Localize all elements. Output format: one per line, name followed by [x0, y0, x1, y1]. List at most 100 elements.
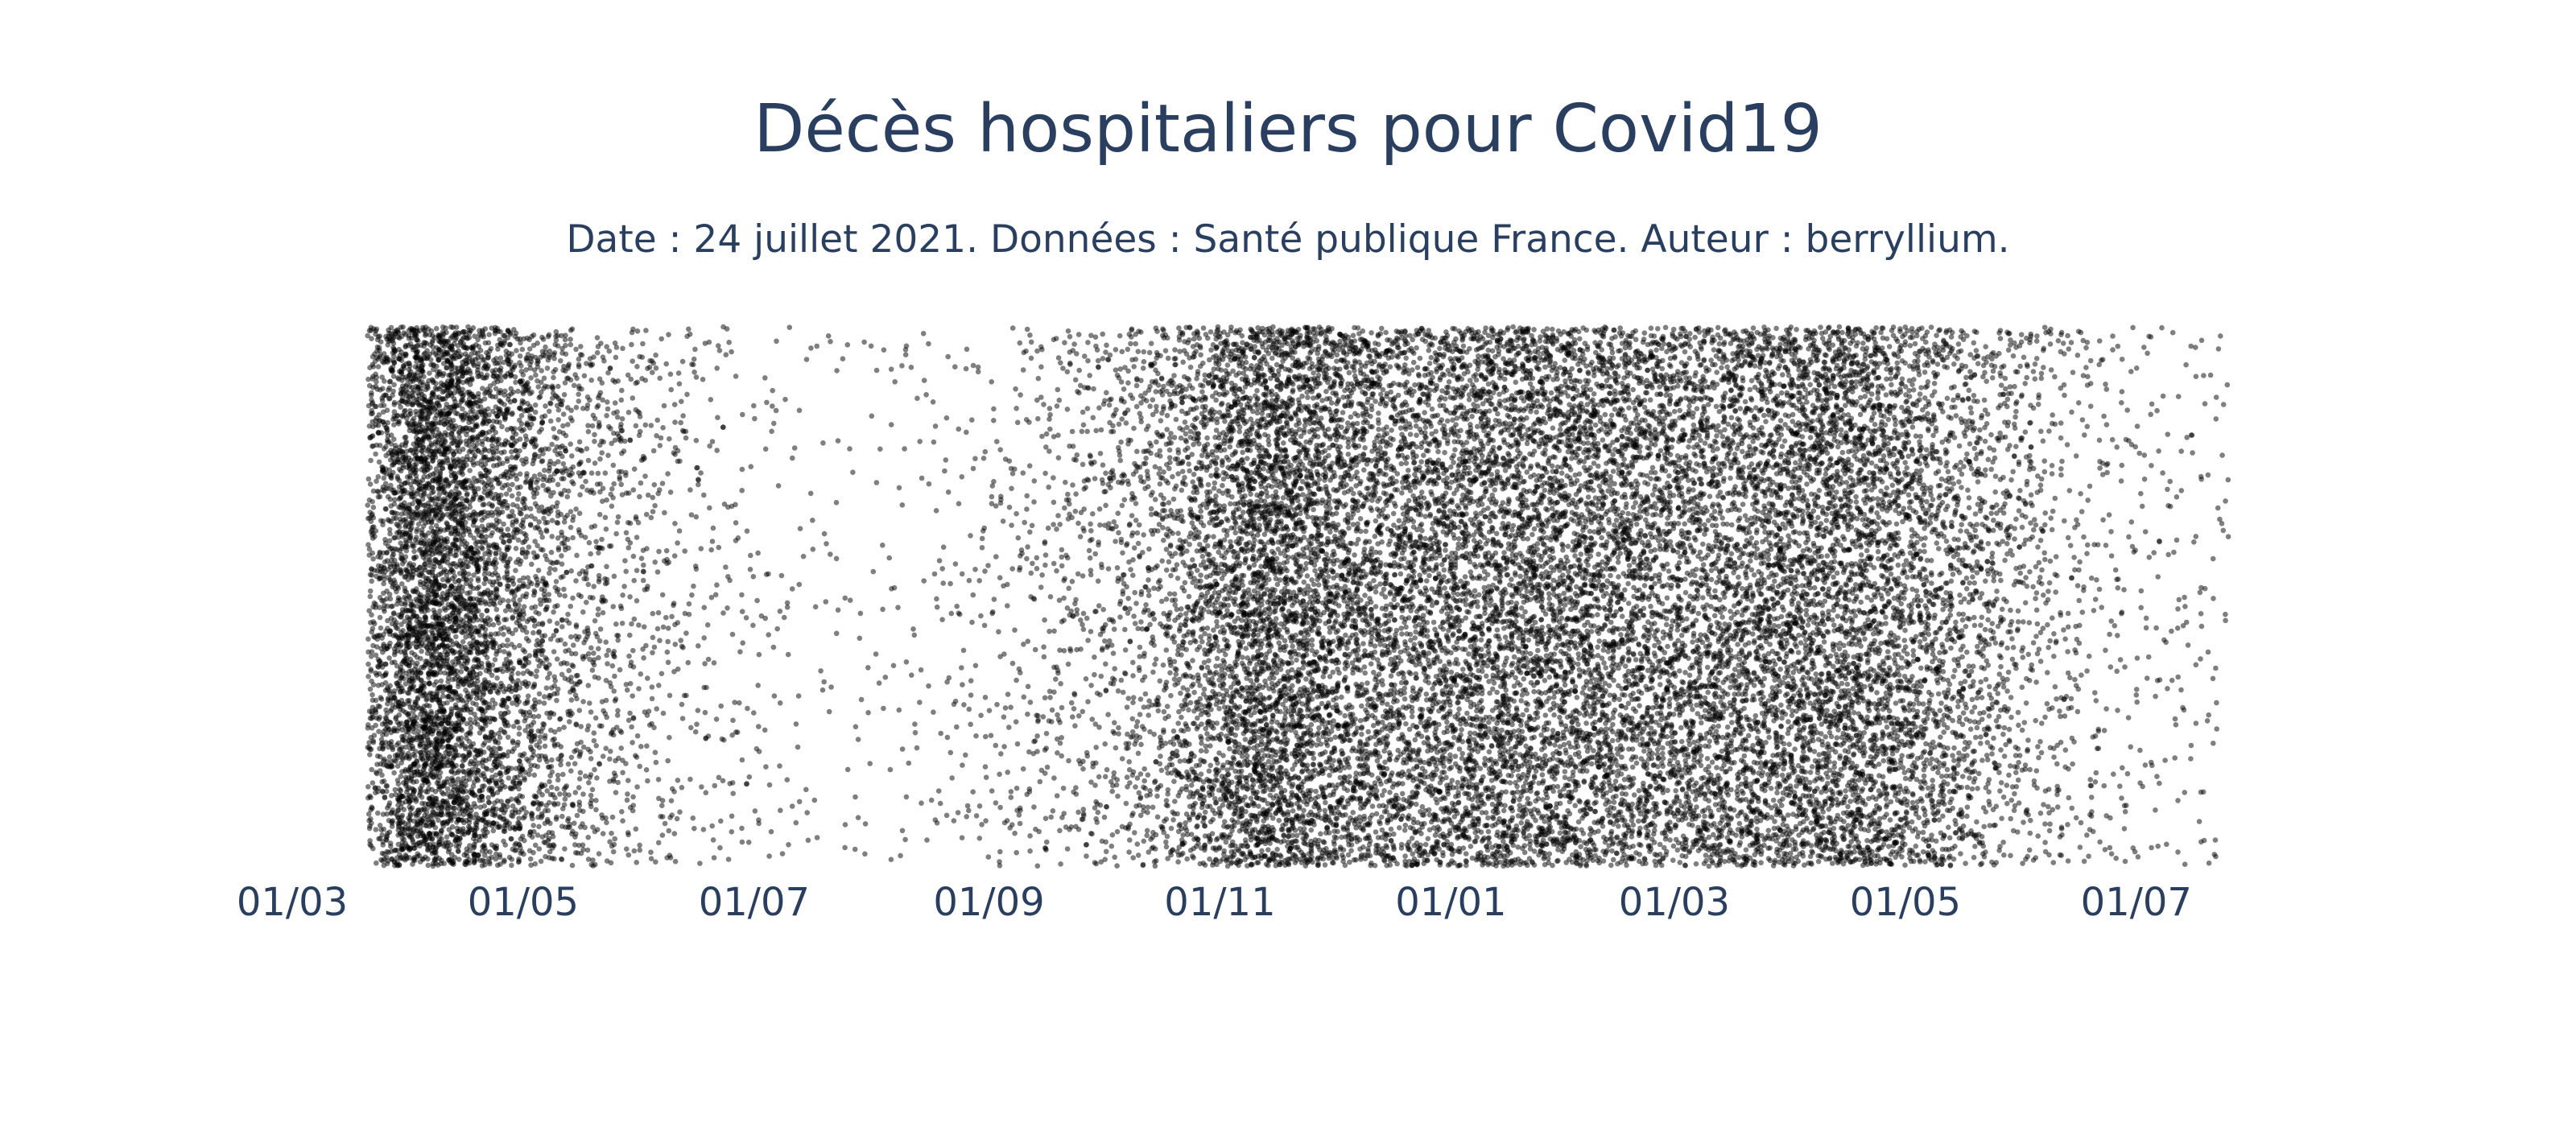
- data-point: [497, 365, 504, 371]
- data-point: [497, 581, 503, 588]
- data-point: [415, 521, 422, 527]
- data-point: [373, 528, 379, 534]
- data-point: [415, 385, 422, 390]
- data-point: [508, 836, 514, 842]
- data-point: [470, 361, 477, 367]
- data-point: [369, 804, 375, 810]
- data-point: [432, 824, 439, 831]
- data-point: [472, 830, 477, 836]
- data-point: [444, 596, 450, 602]
- data-point: [402, 524, 408, 530]
- data-point: [448, 708, 455, 715]
- data-point: [473, 492, 479, 497]
- data-point: [487, 849, 493, 855]
- data-point: [374, 386, 381, 392]
- data-point: [464, 431, 469, 438]
- data-point: [453, 843, 460, 849]
- data-point: [378, 339, 384, 345]
- data-point: [413, 461, 419, 467]
- data-point: [505, 734, 511, 741]
- data-point: [474, 852, 481, 858]
- data-point: [365, 722, 371, 728]
- data-point: [502, 340, 507, 346]
- data-point: [388, 324, 394, 331]
- data-point: [384, 759, 390, 765]
- data-point: [367, 593, 374, 600]
- data-point: [485, 469, 491, 476]
- data-point: [381, 778, 387, 784]
- data-point: [480, 546, 485, 551]
- data-point: [427, 703, 432, 709]
- data-point: [423, 819, 428, 825]
- data-point: [369, 780, 376, 786]
- data-point: [502, 711, 508, 716]
- data-point: [444, 349, 449, 355]
- data-point: [462, 411, 469, 416]
- data-point: [440, 707, 447, 712]
- data-point: [373, 722, 378, 729]
- data-point: [452, 370, 459, 377]
- data-point: [423, 809, 430, 815]
- data-point: [461, 769, 467, 775]
- data-point: [376, 345, 382, 351]
- data-point: [431, 406, 437, 412]
- data-point: [470, 700, 476, 706]
- data-point: [475, 403, 481, 409]
- data-point: [376, 716, 382, 722]
- data-point: [369, 578, 375, 584]
- data-point: [383, 485, 390, 491]
- data-point: [467, 597, 473, 602]
- data-point: [441, 615, 448, 621]
- data-point: [495, 740, 502, 746]
- data-point: [379, 772, 385, 778]
- data-point: [478, 600, 484, 606]
- data-point: [390, 336, 396, 342]
- data-point: [468, 731, 473, 737]
- data-point: [375, 474, 382, 480]
- data-point: [377, 823, 383, 828]
- data-point: [391, 610, 397, 616]
- data-point: [369, 612, 374, 618]
- data-point: [464, 462, 469, 469]
- data-point: [407, 464, 413, 470]
- data-point: [423, 550, 428, 556]
- data-point: [398, 774, 404, 779]
- data-point: [423, 854, 428, 860]
- data-point: [418, 685, 424, 691]
- data-point: [369, 433, 376, 439]
- data-point: [418, 738, 424, 744]
- data-point: [480, 429, 486, 436]
- data-point: [490, 645, 497, 650]
- data-point: [381, 606, 387, 612]
- data-point: [472, 613, 478, 619]
- data-point: [407, 533, 414, 539]
- data-point: [386, 575, 392, 580]
- data-point: [468, 695, 473, 700]
- data-point: [419, 527, 425, 533]
- data-point: [475, 657, 481, 663]
- data-point: [369, 629, 375, 635]
- data-point: [413, 813, 419, 819]
- data-point: [411, 857, 416, 863]
- data-point: [486, 787, 492, 793]
- data-point: [377, 753, 383, 760]
- data-point: [366, 382, 373, 389]
- data-point: [485, 355, 491, 361]
- data-point: [460, 524, 466, 530]
- data-point: [381, 475, 387, 481]
- data-point: [365, 674, 371, 679]
- data-point: [490, 579, 497, 585]
- data-point: [390, 603, 395, 609]
- data-point: [497, 355, 504, 361]
- data-point: [444, 539, 450, 545]
- data-point: [402, 585, 408, 591]
- data-point: [388, 739, 394, 745]
- data-point: [413, 332, 419, 339]
- data-point: [365, 376, 371, 382]
- data-point: [461, 504, 468, 510]
- data-point: [502, 699, 508, 704]
- data-point: [459, 696, 464, 703]
- data-point: [493, 749, 499, 756]
- data-point: [440, 576, 446, 583]
